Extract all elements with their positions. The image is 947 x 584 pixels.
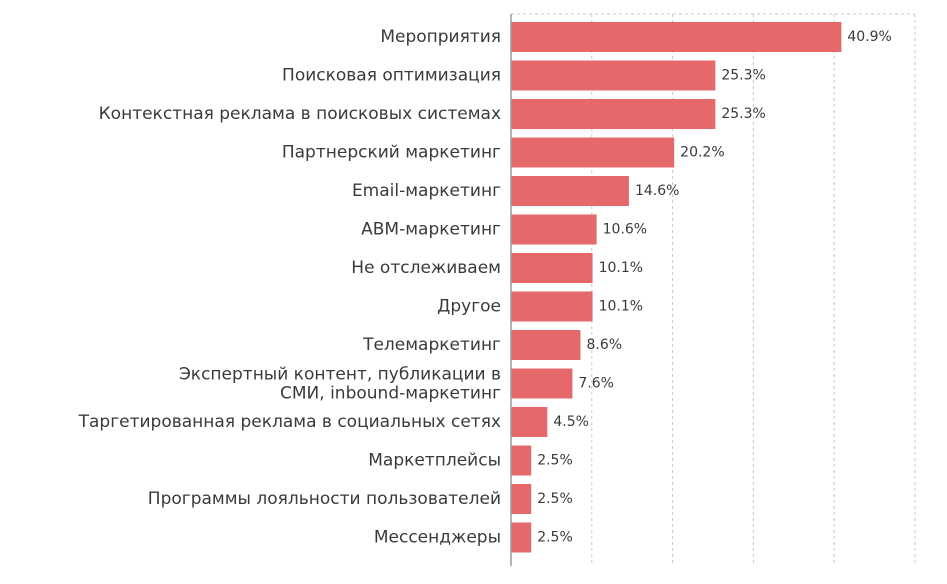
value-label: 8.6% [586, 337, 622, 353]
category-label: Email-маркетинг [352, 181, 501, 201]
bar [511, 445, 532, 476]
value-label: 25.3% [721, 106, 765, 122]
bar [511, 253, 593, 283]
bar [511, 407, 548, 437]
category-label: ABM-маркетинг [361, 220, 501, 240]
bar [511, 214, 597, 245]
value-label: 40.9% [847, 29, 891, 45]
bars [511, 22, 842, 553]
bar [511, 522, 532, 553]
value-label: 10.6% [603, 222, 647, 238]
category-label: Поисковая оптимизация [282, 66, 501, 86]
value-label: 4.5% [553, 414, 589, 430]
category-label: Мессенджеры [374, 528, 501, 548]
bar [511, 137, 675, 168]
category-label: Программы лояльности пользователей [148, 489, 501, 509]
bar [511, 368, 573, 399]
category-label: Экспертный контент, публикации в СМИ, inb… [179, 365, 501, 404]
bar [511, 291, 593, 322]
value-label: 2.5% [537, 530, 573, 546]
category-label: Таргетированная реклама в социальных сет… [78, 412, 501, 432]
value-label: 2.5% [537, 453, 573, 469]
bar [511, 484, 532, 514]
bar [511, 176, 629, 206]
value-label: 2.5% [537, 491, 573, 507]
category-label: Телемаркетинг [362, 335, 501, 355]
bar [511, 99, 716, 129]
value-label: 25.3% [721, 68, 765, 84]
value-label: 20.2% [680, 145, 724, 161]
value-label: 14.6% [635, 183, 679, 199]
value-label: 7.6% [578, 376, 614, 392]
category-label: Другое [437, 297, 501, 317]
category-label: Не отслеживаем [351, 258, 501, 278]
grid-lines [511, 13, 916, 566]
bar [511, 60, 716, 91]
value-labels: 40.9% 25.3% 25.3% 20.2% 14.6% 10.6% 10.1% 10.1%… [537, 29, 892, 546]
value-label: 10.1% [599, 299, 643, 315]
bar [511, 330, 581, 360]
category-label: Маркетплейсы [368, 451, 501, 471]
bar [511, 22, 842, 52]
category-label: Партнерский маркетинг [282, 143, 501, 163]
category-label: Контекстная реклама в поисковых системах [99, 104, 501, 124]
value-label: 10.1% [599, 260, 643, 276]
category-labels: Мероприятия Поисковая оптимизация Контекст… [78, 27, 501, 548]
category-label: Мероприятия [380, 27, 501, 47]
